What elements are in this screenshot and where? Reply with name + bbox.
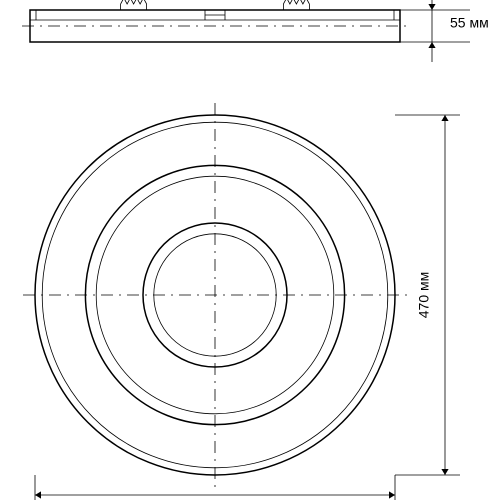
dim-diameter-v-label: 470 мм bbox=[416, 272, 432, 319]
mount-spring bbox=[283, 0, 309, 10]
front-view bbox=[23, 103, 407, 487]
mount-spring bbox=[121, 0, 147, 10]
dimensions: 55 мм470 мм470 мм bbox=[35, 0, 489, 500]
side-view bbox=[22, 0, 408, 42]
dim-height-label: 55 мм bbox=[450, 15, 489, 31]
